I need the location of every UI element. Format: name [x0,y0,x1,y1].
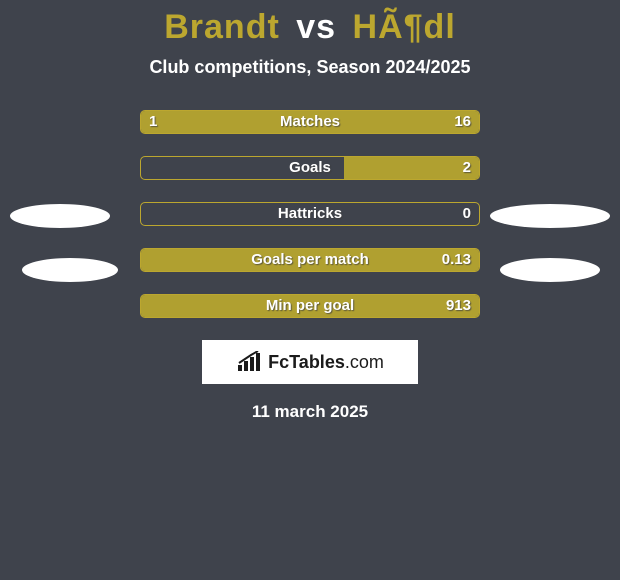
bar-value-right: 0.13 [442,251,471,268]
bar-value-right: 2 [463,159,471,176]
brand-text: FcTables.com [268,352,384,373]
stat-bar: Goals per match0.13 [140,248,480,272]
bar-label: Goals per match [141,251,479,268]
bar-label: Goals [141,159,479,176]
avatar-ellipse [22,258,118,282]
vs-label: vs [296,8,336,46]
bar-label: Hattricks [141,205,479,222]
avatar-ellipse [10,204,110,228]
player2-name: HÃ¶dl [353,8,456,46]
stats-container: Matches1 16 Goals2 Hattricks0 Goals per matc… [140,110,480,318]
brand-name: FcTables [268,352,345,372]
stat-bar: Min per goal913 [140,294,480,318]
chart-icon [236,351,262,373]
bar-value-left: 1 [149,113,157,130]
stat-bar: Goals2 [140,156,480,180]
bar-value-right: 16 [454,113,471,130]
brand-badge: FcTables.com [202,340,418,384]
page-title: Brandt vs HÃ¶dl [0,0,620,47]
stat-bar: Matches1 16 [140,110,480,134]
date-label: 11 march 2025 [0,402,620,422]
subtitle: Club competitions, Season 2024/2025 [0,57,620,78]
stat-bar: Hattricks0 [140,202,480,226]
avatar-ellipse [490,204,610,228]
bar-label: Min per goal [141,297,479,314]
avatar-ellipse [500,258,600,282]
bar-value-right: 913 [446,297,471,314]
brand-suffix: .com [345,352,384,372]
player1-name: Brandt [164,8,280,46]
bar-label: Matches [141,113,479,130]
bar-value-right: 0 [463,205,471,222]
